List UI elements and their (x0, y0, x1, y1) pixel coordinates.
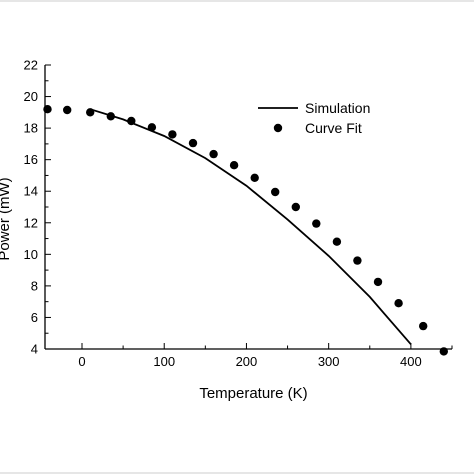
curve-fit-point (394, 299, 403, 308)
curve-fit-point (188, 138, 198, 148)
x-tick-label: 300 (318, 354, 340, 369)
y-tick-label: 8 (31, 278, 38, 293)
x-tick-label: 400 (400, 354, 422, 369)
y-tick-label: 10 (24, 247, 38, 262)
curve-fit-point (312, 219, 321, 228)
curve-fit-point (250, 173, 259, 182)
x-tick-label: 100 (153, 354, 175, 369)
axes: 4 6 8 10 12 14 16 18 20 22 0 100 200 300 400 (24, 58, 453, 369)
curve-fit-point (147, 123, 157, 132)
curve-fit-point (419, 321, 428, 331)
x-tick-label: 0 (78, 354, 85, 369)
curve-fit-point (229, 161, 239, 170)
legend-label: Curve Fit (305, 120, 362, 136)
y-tick-label: 14 (24, 184, 38, 199)
x-axis-title: Temperature (K) (199, 385, 307, 402)
curve-fit-point (62, 105, 72, 115)
x-tick-label: 200 (236, 354, 258, 369)
y-tick-label: 16 (24, 152, 38, 167)
y-axis-title: Power (mW) (0, 177, 13, 260)
legend-marker-swatch (273, 123, 283, 133)
curve-fit-point (439, 347, 448, 356)
curve-fit-point (43, 105, 52, 114)
legend-label: Simulation (305, 100, 370, 116)
simulation-line (89, 108, 412, 345)
y-tick-label: 4 (31, 342, 38, 357)
y-tick-label: 22 (24, 58, 38, 73)
curve-fit-point (271, 187, 280, 197)
curve-fit-point (332, 237, 342, 246)
y-tick-label: 18 (24, 121, 38, 136)
curve-fit-point (373, 277, 383, 287)
curve-fit-point (209, 149, 218, 159)
y-tick-label: 6 (31, 310, 38, 325)
curve-fit-point (291, 202, 300, 212)
y-tick-label: 12 (24, 215, 38, 230)
curve-fit-point (353, 256, 362, 265)
plot-series (43, 105, 448, 356)
curve-fit-point (86, 108, 95, 117)
curve-fit-point (106, 112, 116, 121)
legend: Simulation Curve Fit (258, 100, 370, 136)
curve-fit-point (168, 130, 177, 139)
y-tick-label: 20 (24, 89, 38, 104)
curve-fit-point (127, 116, 136, 126)
